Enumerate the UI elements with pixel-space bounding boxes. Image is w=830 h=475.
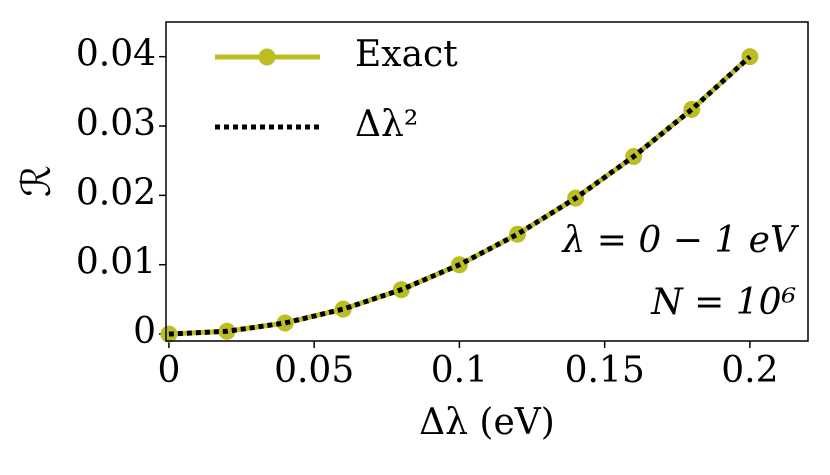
y-tick-label: 0.03 xyxy=(76,103,156,144)
plot-frame xyxy=(165,21,809,342)
legend-marker xyxy=(258,48,276,66)
y-tick-label: 0 xyxy=(133,311,156,352)
x-tick-label: 0.2 xyxy=(721,350,778,391)
x-axis-label: Δλ (eV) xyxy=(419,402,555,443)
x-tick-label: 0.1 xyxy=(431,350,488,391)
point xyxy=(509,225,527,243)
y-tick-label: 0.04 xyxy=(76,34,156,75)
x-tick-label: 0 xyxy=(157,350,180,391)
y-tick-label: 0.02 xyxy=(76,172,156,213)
annotation: λ = 0 − 1 eV xyxy=(561,220,800,261)
point xyxy=(276,314,294,332)
point xyxy=(334,300,352,318)
x-tick-label: 0.15 xyxy=(565,350,645,391)
legend-label: Δλ² xyxy=(355,104,418,145)
y-axis-label: ℛ xyxy=(14,165,60,197)
y-tick-label: 0.01 xyxy=(76,242,156,283)
x-tick-label: 0.05 xyxy=(274,350,354,391)
annotation: N = 10⁶ xyxy=(650,282,796,323)
legend-label: Exact xyxy=(355,34,458,75)
series-line xyxy=(168,54,752,337)
